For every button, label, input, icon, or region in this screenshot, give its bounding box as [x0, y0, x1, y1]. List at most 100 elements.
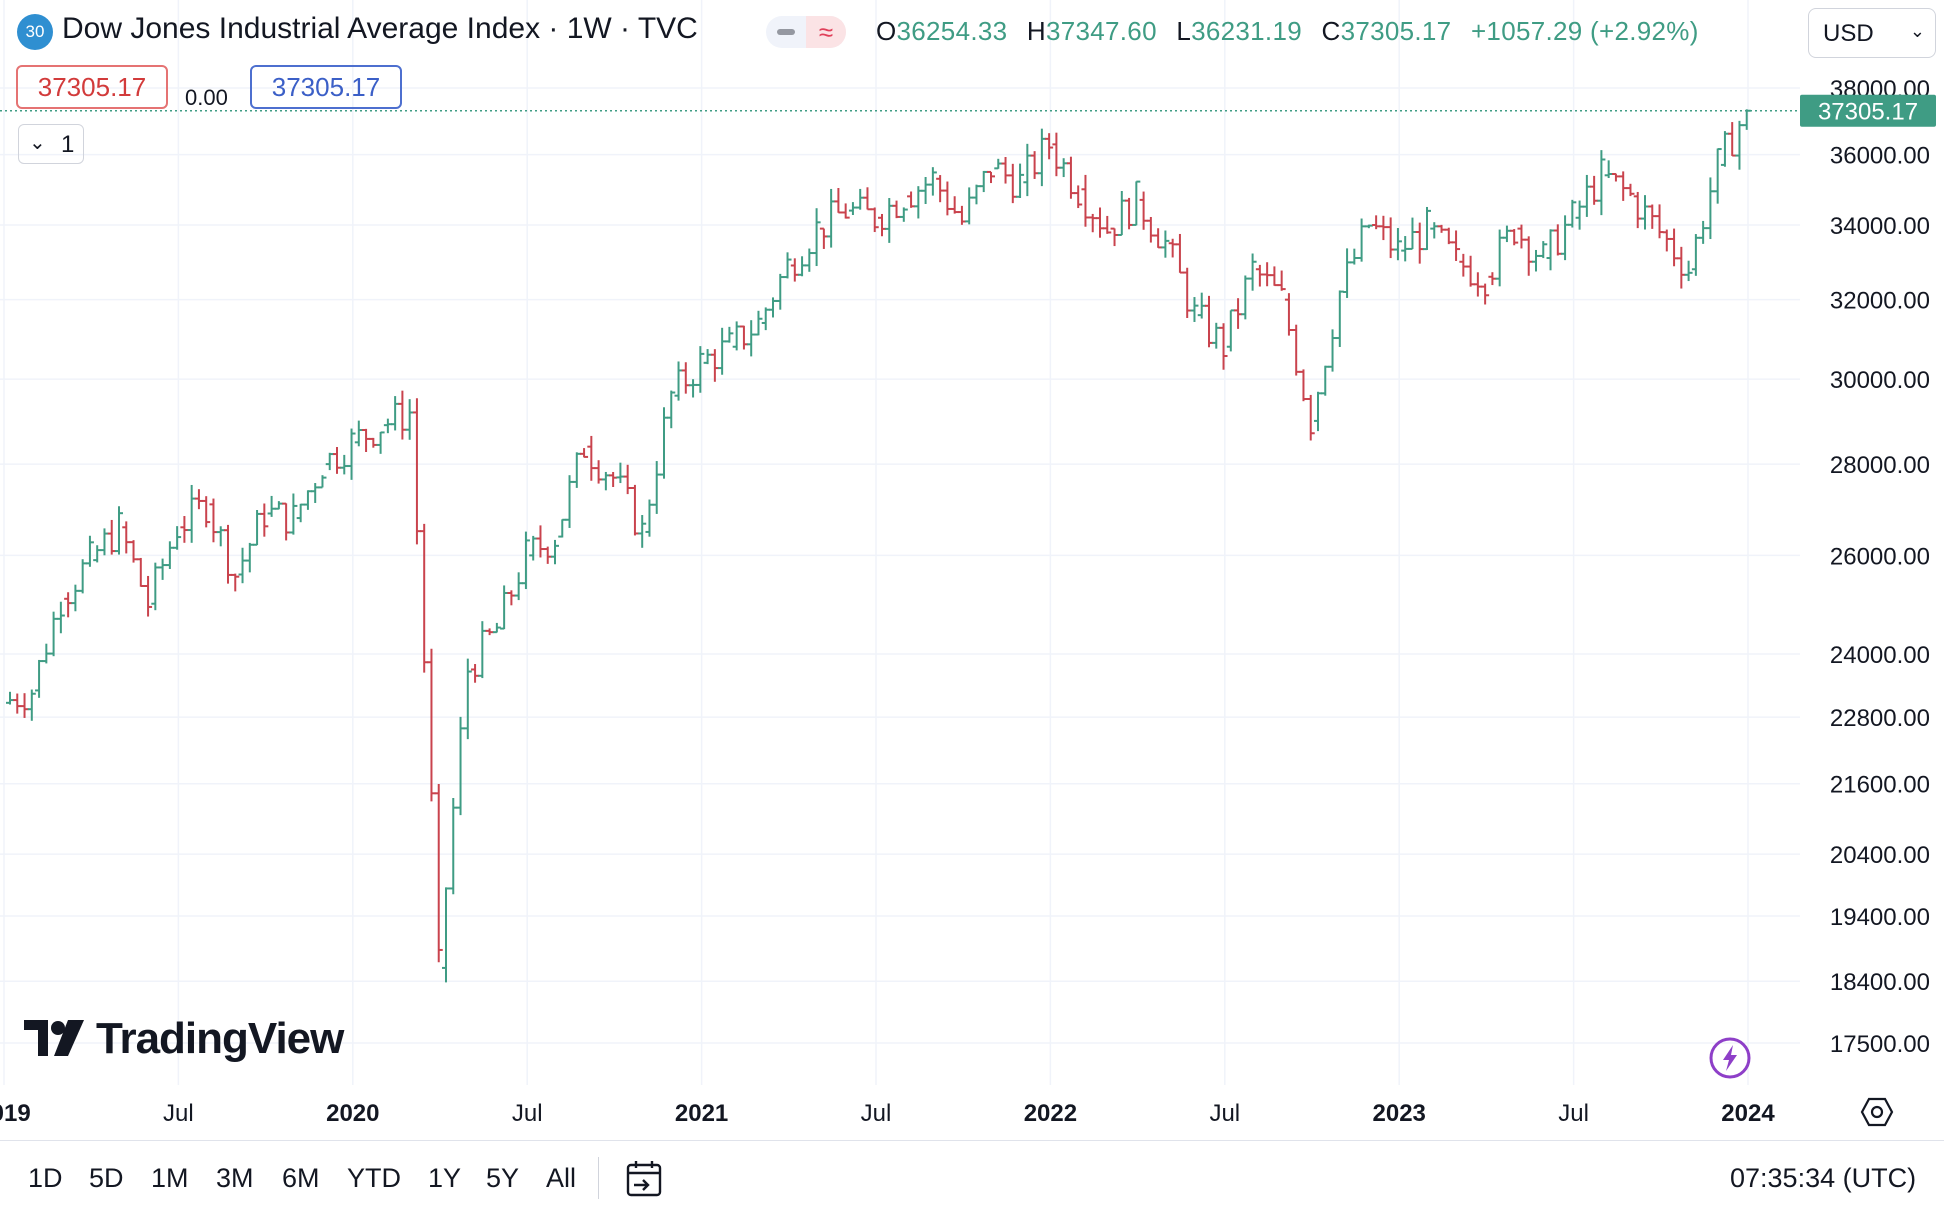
ohlc-bar	[1277, 270, 1286, 291]
ohlc-bar	[710, 349, 719, 382]
range-1d[interactable]: 1D	[28, 1163, 63, 1193]
clock-readout[interactable]: 07:35:34 (UTC)	[1730, 1163, 1917, 1193]
ohlc-bar	[1466, 255, 1475, 287]
range-3m[interactable]: 3M	[216, 1163, 254, 1193]
ohlc-bar	[863, 187, 872, 211]
ohlc-bar	[1626, 183, 1635, 197]
ohlc-bar	[180, 516, 189, 543]
ohlc-bar	[1502, 225, 1511, 243]
close-value: 37305.17	[1340, 16, 1452, 46]
change-value: +1057.29 (+2.92%)	[1470, 16, 1699, 46]
ohlc-bar	[1117, 190, 1126, 236]
hide-icon[interactable]	[766, 16, 806, 48]
ohlc-bar	[1590, 175, 1599, 205]
ohlc-bar	[1321, 365, 1330, 396]
ohlc-bar	[1372, 215, 1381, 230]
ohlc-bar	[1255, 264, 1264, 287]
ohlc-bar	[601, 471, 610, 491]
interval-collapse-button[interactable]: ⌄ 1	[18, 124, 84, 164]
ohlc-bar	[616, 462, 625, 484]
last-price-label: 37305.17	[1818, 99, 1918, 126]
currency-select[interactable]: USD ⌄	[1808, 8, 1936, 58]
ohlc-bar	[194, 489, 203, 510]
y-tick-label: 17500.00	[1830, 1031, 1930, 1058]
ohlc-bar	[151, 562, 160, 611]
ohlc-bar	[667, 390, 676, 429]
ohlc-bar	[965, 187, 974, 225]
y-tick-label: 18400.00	[1830, 969, 1930, 996]
ohlc-bar	[1452, 230, 1461, 261]
ohlc-bar	[1553, 224, 1562, 256]
ohlc-bar	[1735, 120, 1744, 170]
ohlc-bar	[572, 452, 581, 488]
sell-price-box[interactable]: 37305.17	[16, 65, 168, 109]
y-tick-label: 36000.00	[1830, 143, 1930, 170]
ohlc-bar	[1604, 160, 1613, 179]
ohlc-bar	[216, 526, 225, 547]
range-ytd[interactable]: YTD	[347, 1163, 401, 1193]
symbol-title[interactable]: Dow Jones Industrial Average Index · 1W …	[62, 12, 698, 45]
range-all[interactable]: All	[546, 1163, 577, 1193]
ohlc-bar	[703, 349, 712, 365]
last-price-tag	[1800, 94, 1936, 127]
y-tick-label: 19400.00	[1830, 904, 1930, 931]
lightning-icon[interactable]	[1708, 1036, 1752, 1080]
x-tick-label: Jul	[1558, 1100, 1589, 1127]
price-chart[interactable]: 38000.0036000.0034000.0032000.0030000.00…	[0, 0, 1944, 1140]
ohlc-bar	[921, 177, 930, 205]
ohlc-bar	[442, 887, 450, 983]
ohlc-bar	[253, 509, 262, 546]
ohlc-bar	[565, 475, 574, 528]
ohlc-bar	[27, 689, 36, 721]
ohlc-bar	[362, 428, 371, 453]
ohlc-bar	[1168, 238, 1177, 258]
ohlc-bar	[1226, 309, 1235, 352]
ohlc-bar	[689, 379, 698, 398]
buy-price-box[interactable]: 37305.17	[250, 65, 402, 109]
ohlc-bar	[1161, 230, 1170, 258]
symbol-badge[interactable]: 30	[17, 14, 53, 50]
ohlc-bar	[78, 559, 87, 594]
ohlc-bar	[354, 420, 363, 447]
ohlc-bar	[1495, 229, 1504, 287]
ohlc-bar	[979, 170, 988, 193]
ohlc-bar	[1611, 173, 1620, 182]
ohlc-bar	[1306, 394, 1315, 441]
settings-icon[interactable]	[1860, 1095, 1894, 1129]
ohlc-bar	[500, 585, 509, 630]
ohlc-bar	[892, 200, 901, 219]
range-1y[interactable]: 1Y	[428, 1163, 462, 1193]
range-6m[interactable]: 6M	[282, 1163, 320, 1193]
range-1m[interactable]: 1M	[151, 1163, 189, 1193]
range-5y[interactable]: 5Y	[486, 1163, 520, 1193]
ohlc-bar	[449, 798, 458, 895]
y-tick-label: 22800.00	[1830, 705, 1930, 732]
ohlc-bar	[1212, 322, 1221, 349]
ohlc-bar	[1670, 228, 1679, 267]
compare-icon[interactable]: ≈	[806, 16, 846, 48]
ohlc-bar	[209, 498, 218, 543]
ohlc-bar	[369, 437, 378, 448]
ohlc-bar	[1103, 215, 1112, 234]
ohlc-bar	[1706, 177, 1715, 240]
ohlc-bar	[994, 158, 1003, 170]
ohlc-bar	[122, 521, 131, 554]
visibility-toggle[interactable]: ≈	[766, 16, 846, 48]
ohlc-bar	[827, 188, 836, 248]
ohlc-bar	[798, 256, 807, 277]
ohlc-bar	[1532, 249, 1540, 272]
calendar-goto-icon[interactable]	[624, 1157, 666, 1199]
ohlc-bar	[1270, 266, 1279, 287]
ohlc-bar	[928, 167, 937, 196]
ohlc-bar	[551, 539, 559, 565]
ohlc-bar	[732, 321, 741, 351]
ohlc-bar	[1473, 272, 1482, 297]
ohlc-bar	[1568, 199, 1577, 228]
ohlc-bar	[645, 499, 654, 537]
ohlc-bar	[885, 198, 894, 243]
ohlc-bar	[1343, 248, 1352, 298]
ohlc-bar	[71, 584, 80, 612]
range-5d[interactable]: 5D	[89, 1163, 124, 1193]
ohlc-bar	[681, 362, 690, 394]
ohlc-bar	[115, 506, 123, 555]
